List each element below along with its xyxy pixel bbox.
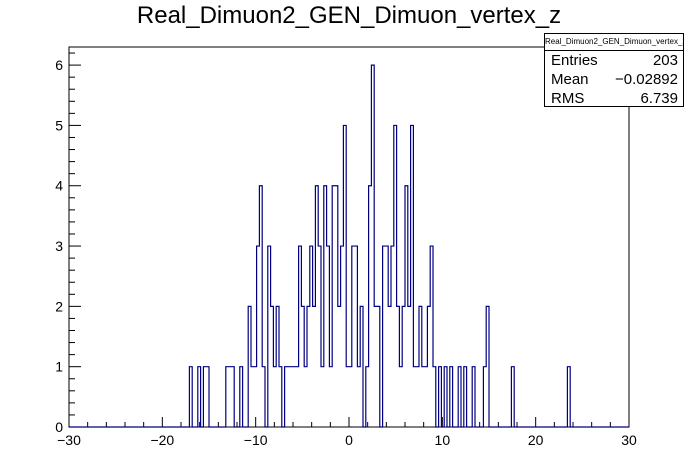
y-tick-label: 5: [55, 117, 63, 133]
y-tick-label: 6: [55, 57, 63, 73]
y-tick-label: 4: [55, 178, 63, 194]
y-tick-label: 0: [55, 419, 63, 435]
x-tick-label: −20: [150, 432, 174, 448]
y-tick-label: 2: [55, 298, 63, 314]
y-tick-label: 1: [55, 359, 63, 375]
stats-row-rms: RMS 6.739: [545, 89, 683, 108]
stats-box: Real_Dimuon2_GEN_Dimuon_vertex_z Entries…: [544, 33, 684, 107]
stats-box-title: Real_Dimuon2_GEN_Dimuon_vertex_z: [545, 34, 683, 51]
stats-row-mean: Mean −0.02892: [545, 70, 683, 89]
x-tick-label: −10: [244, 432, 268, 448]
histogram-series: [69, 64, 629, 428]
stats-label: Mean: [551, 71, 589, 88]
stats-value: 6.739: [640, 90, 678, 107]
x-tick-label: −30: [57, 432, 81, 448]
stats-row-entries: Entries 203: [545, 51, 683, 70]
stats-value: −0.02892: [615, 71, 678, 88]
x-tick-label: 10: [435, 432, 451, 448]
x-tick-label: 30: [621, 432, 637, 448]
y-tick-label: 3: [55, 238, 63, 254]
x-tick-label: 0: [345, 432, 353, 448]
stats-value: 203: [652, 52, 678, 69]
axis-ticks: [68, 52, 630, 428]
chart-title: Real_Dimuon2_GEN_Dimuon_vertex_z: [136, 2, 562, 29]
x-tick-label: 20: [528, 432, 544, 448]
stats-label: Entries: [551, 52, 598, 69]
histogram-line: [69, 64, 629, 428]
stats-label: RMS: [551, 90, 585, 107]
tick-labels: −30 −20 −10 0 10 20 30 0 1 2 3 4 5 6: [55, 57, 637, 448]
